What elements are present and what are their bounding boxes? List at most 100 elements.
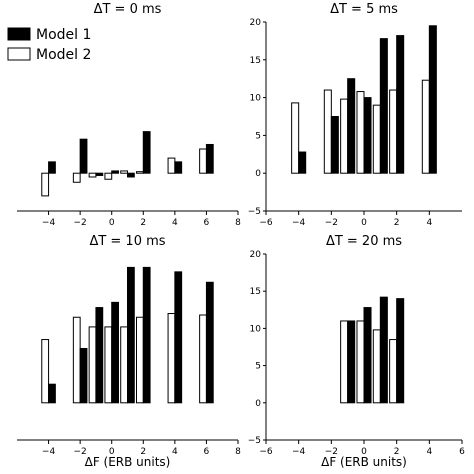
y-tick-label: 10 <box>250 94 262 104</box>
chart-panel-3: ΔT = 10 ms −4 −2 0 2 4 6 8 ΔF (ERB units) <box>17 234 241 469</box>
bar-model-2 <box>167 313 176 404</box>
bar-model-2 <box>340 98 349 174</box>
bar-model-1 <box>347 78 356 174</box>
y-tick-label: −5 <box>248 436 261 446</box>
bar-model-2 <box>199 314 207 404</box>
x-tick-label: −4 <box>292 218 306 228</box>
bar-model-2 <box>356 320 365 404</box>
bar-model-2 <box>389 339 398 404</box>
x-tick-label: −4 <box>292 447 306 457</box>
y-tick-label: 15 <box>250 56 261 66</box>
x-tick-label: 0 <box>109 447 115 457</box>
bar-model-2 <box>135 171 144 174</box>
x-tick-label: −4 <box>42 447 56 457</box>
x-tick-label: 2 <box>140 447 146 457</box>
bar-model-2 <box>421 79 430 174</box>
bar-model-2 <box>389 89 398 174</box>
bar-model-1 <box>111 301 120 404</box>
x-tick-label: 2 <box>394 218 400 228</box>
chart-panel-2: ΔT = 5 ms −6 −4 −2 0 2 4 −5 0 5 10 15 20 <box>248 2 462 228</box>
bar-model-2 <box>372 104 381 174</box>
bar-model-2 <box>167 157 176 174</box>
x-axis-label: ΔF (ERB units) <box>85 455 171 469</box>
bar-model-1 <box>174 161 183 174</box>
bar-model-2 <box>120 170 128 174</box>
x-tick-label: 0 <box>361 447 367 457</box>
chart-panel-4: ΔT = 20 ms −6 −4 −2 0 2 4 6 −5 0 5 10 15 20 ΔF (ERB un… <box>248 234 465 469</box>
bar-model-2 <box>72 172 81 183</box>
legend-swatch <box>7 47 31 61</box>
x-tick-label: 4 <box>426 218 432 228</box>
bar-model-1 <box>79 347 88 404</box>
bar-model-1 <box>79 138 88 174</box>
bar-model-2 <box>120 326 128 404</box>
x-tick-label: 6 <box>459 447 465 457</box>
legend: Model 1 Model 2 <box>7 27 91 63</box>
bar-model-2 <box>104 172 113 180</box>
x-tick-label: 8 <box>235 447 241 457</box>
x-tick-label: −6 <box>259 218 273 228</box>
bar-model-1 <box>379 38 388 174</box>
bar-model-2 <box>372 329 381 404</box>
x-tick-label: 2 <box>140 218 146 228</box>
bar-model-1 <box>396 35 405 174</box>
bar-model-2 <box>88 326 97 404</box>
bar-model-1 <box>142 131 151 174</box>
x-tick-label: −2 <box>74 218 87 228</box>
x-tick-label: 0 <box>109 218 115 228</box>
bar-model-1 <box>174 271 183 404</box>
chart-panel-1: ΔT = 0 ms −4 −2 0 2 4 6 8 Model 1 Model 2 <box>7 2 241 228</box>
chart-title: ΔT = 20 ms <box>326 234 402 249</box>
bar-model-1 <box>127 266 135 404</box>
x-tick-label: 6 <box>204 218 210 228</box>
bar-model-1 <box>205 281 214 404</box>
chart-title: ΔT = 10 ms <box>89 234 165 249</box>
bar-model-1 <box>111 170 120 174</box>
bar-model-1 <box>142 266 151 404</box>
x-tick-label: −2 <box>74 447 87 457</box>
bar-model-1 <box>48 383 56 404</box>
chart-title: ΔT = 5 ms <box>330 2 398 17</box>
bar-model-2 <box>41 172 50 197</box>
bar-model-2 <box>340 320 349 404</box>
bar-model-2 <box>356 91 365 174</box>
y-tick-label: 20 <box>250 18 262 28</box>
y-tick-label: 0 <box>255 399 261 409</box>
bar-model-2 <box>199 148 207 174</box>
x-tick-label: 0 <box>361 218 367 228</box>
x-tick-label: 6 <box>204 447 210 457</box>
y-tick-label: 20 <box>250 250 262 260</box>
bar-model-2 <box>72 316 81 404</box>
x-axis-label: ΔF (ERB units) <box>321 455 407 469</box>
bar-model-2 <box>291 102 300 174</box>
bar-model-2 <box>104 326 113 404</box>
bar-model-2 <box>323 89 332 174</box>
bar-model-1 <box>205 143 214 174</box>
bar-model-1 <box>363 307 372 404</box>
bar-model-1 <box>363 97 372 174</box>
x-tick-label: 8 <box>235 218 241 228</box>
x-tick-label: 4 <box>172 447 178 457</box>
chart-title: ΔT = 0 ms <box>94 2 162 17</box>
bar-model-2 <box>88 172 97 178</box>
x-tick-label: 4 <box>172 218 178 228</box>
bar-model-2 <box>135 316 144 404</box>
x-tick-label: −2 <box>325 447 338 457</box>
x-tick-label: −2 <box>325 218 338 228</box>
legend-swatch <box>7 27 31 41</box>
bar-model-1 <box>127 172 135 178</box>
bar-model-1 <box>396 298 405 404</box>
bar-model-1 <box>95 172 104 176</box>
y-tick-label: 5 <box>255 131 261 141</box>
y-tick-label: 10 <box>250 324 262 334</box>
bar-model-2 <box>41 339 50 404</box>
x-tick-label: −4 <box>42 218 56 228</box>
y-tick-label: 15 <box>250 287 261 297</box>
x-tick-label: 2 <box>394 447 400 457</box>
legend-label: Model 1 <box>36 27 91 43</box>
x-tick-label: −6 <box>259 447 273 457</box>
legend-label: Model 2 <box>36 47 91 63</box>
bar-model-1 <box>95 307 104 404</box>
bar-model-1 <box>428 25 437 174</box>
